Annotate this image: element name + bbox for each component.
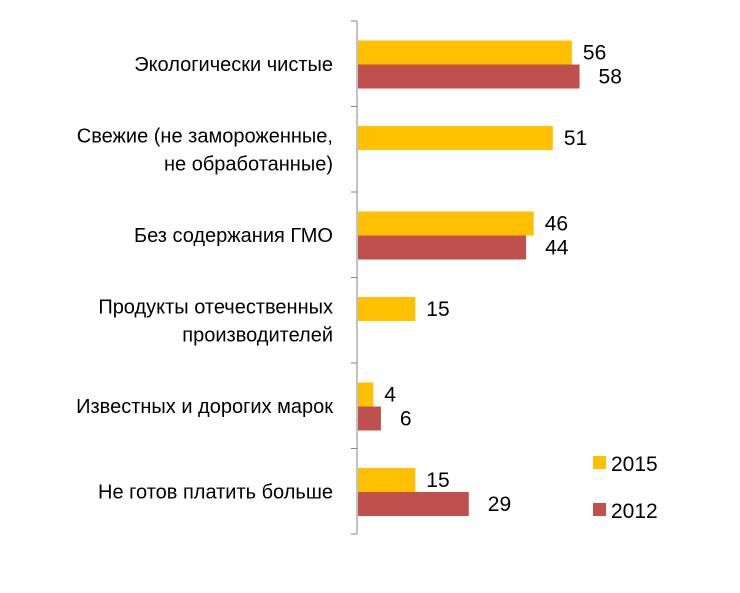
bar-2012 [358,406,381,431]
legend-label-2012: 2012 [611,500,658,523]
bar-2015 [358,211,534,236]
bar-2015 [358,40,572,65]
legend-swatch-2012 [593,503,606,516]
data-label-2012: 58 [599,66,622,89]
category-label: Известных и дорогих марок [76,396,333,418]
bar-2015 [358,468,416,492]
data-label-2015: 51 [564,127,587,150]
category-label: Продукты отечественных производителей [98,296,333,346]
data-label-2012: 29 [488,493,511,516]
bar-2015 [358,297,416,321]
bar-2012 [358,235,527,260]
data-label-2015: 15 [426,298,449,321]
category-label: Без содержания ГМО [134,225,333,247]
data-label-2012: 6 [400,408,412,431]
bar-2012 [358,64,580,89]
bar-2012 [358,492,469,516]
data-label-2015: 46 [545,213,568,236]
bar-2015 [358,382,374,407]
legend-swatch-2015 [593,456,606,469]
category-label: Экологически чистые [134,54,333,76]
category-label: Не готов платить больше [98,481,333,503]
data-label-2012: 44 [545,237,569,260]
data-label-2015: 15 [426,469,449,492]
data-label-2015: 4 [384,384,396,407]
data-label-2015: 56 [583,42,606,65]
bar-2015 [358,126,553,150]
legend-label-2015: 2015 [611,453,658,476]
category-label: Свежие (не замороженные, не обработанные) [77,125,333,175]
